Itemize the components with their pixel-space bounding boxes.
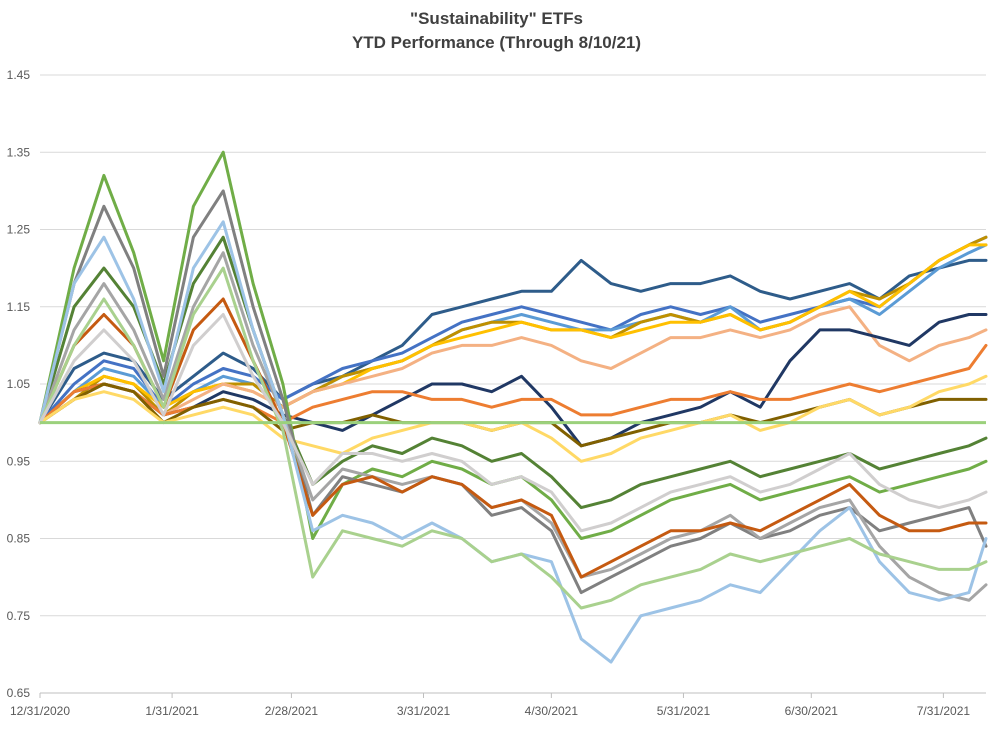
series-line — [38, 313, 988, 448]
series-line — [38, 266, 988, 610]
series-line — [38, 243, 988, 425]
y-tick-label: 1.45 — [7, 68, 31, 82]
y-tick-label: 1.25 — [7, 223, 31, 237]
x-tick-label: 5/31/2021 — [657, 704, 711, 718]
chart-subtitle: YTD Performance (Through 8/10/21) — [351, 33, 642, 52]
series-line — [38, 243, 988, 425]
x-tick-label: 7/31/2021 — [917, 704, 971, 718]
y-tick-label: 0.85 — [7, 532, 31, 546]
x-tick-label: 4/30/2021 — [525, 704, 579, 718]
chart-title: "Sustainability" ETFs — [410, 9, 583, 28]
y-tick-label: 0.65 — [7, 686, 31, 700]
x-tick-label: 2/28/2021 — [265, 704, 319, 718]
y-tick-label: 0.75 — [7, 609, 31, 623]
y-axis-ticks: 0.65 0.75 0.85 0.95 1.05 1.15 1.25 1.35 1.45 — [7, 68, 31, 700]
series-line — [38, 251, 988, 602]
series-line — [38, 305, 988, 425]
series-line — [38, 189, 988, 595]
series-line — [38, 297, 988, 579]
series-line — [38, 313, 988, 533]
series-lines — [38, 150, 988, 664]
y-tick-label: 1.05 — [7, 377, 31, 391]
series-line — [38, 258, 988, 425]
x-tick-label: 6/30/2021 — [785, 704, 839, 718]
x-tick-label: 12/31/2020 — [10, 704, 70, 718]
x-tick-label: 1/31/2021 — [145, 704, 199, 718]
y-tick-label: 1.35 — [7, 145, 31, 159]
series-line — [38, 235, 988, 510]
y-tick-label: 1.15 — [7, 300, 31, 314]
y-tick-label: 0.95 — [7, 454, 31, 468]
x-axis-ticks: 12/31/2020 1/31/2021 2/28/2021 3/31/2021 4/3… — [10, 692, 986, 718]
x-tick-label: 3/31/2021 — [397, 704, 451, 718]
series-line — [38, 374, 988, 463]
